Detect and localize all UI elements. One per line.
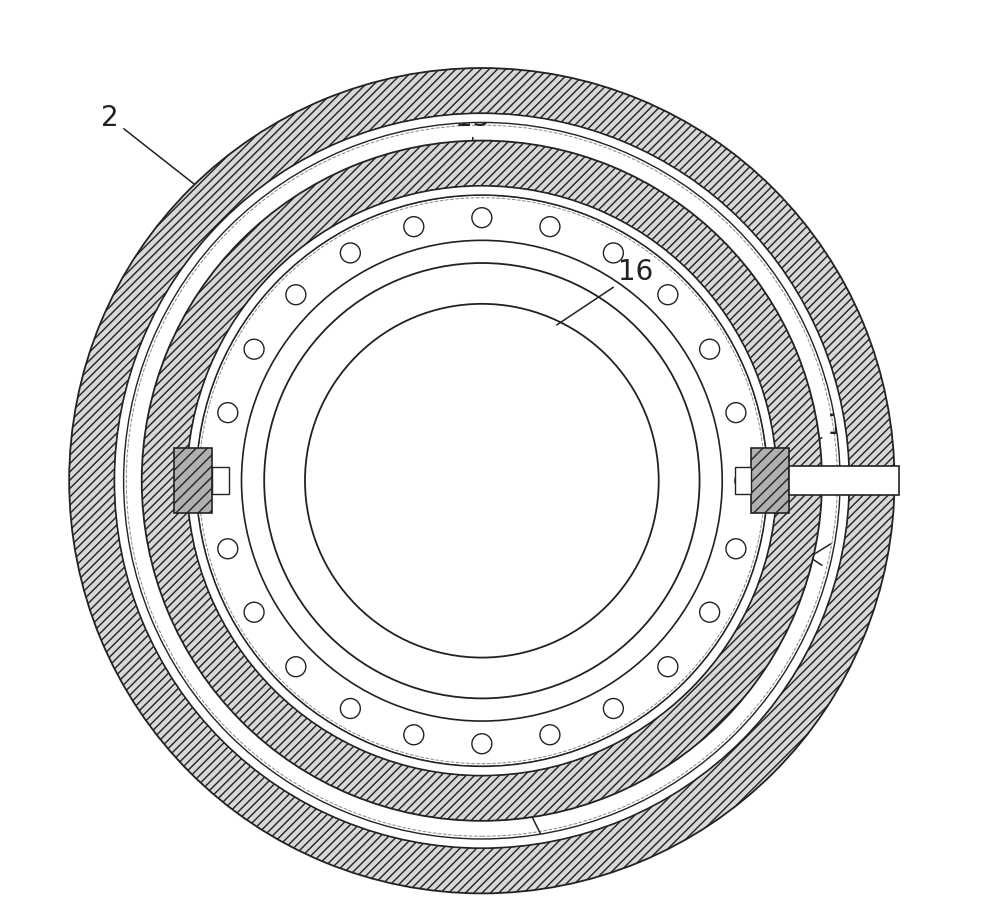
Text: 13: 13 <box>528 810 572 875</box>
Circle shape <box>658 285 678 305</box>
Bar <box>751 448 789 513</box>
Circle shape <box>218 539 238 559</box>
Wedge shape <box>187 186 777 775</box>
Text: 1: 1 <box>774 522 853 579</box>
Circle shape <box>700 602 720 622</box>
Wedge shape <box>115 113 849 848</box>
Circle shape <box>404 725 424 745</box>
Circle shape <box>209 471 229 491</box>
Text: 15: 15 <box>455 104 490 179</box>
Bar <box>735 467 751 494</box>
Bar <box>174 448 212 513</box>
Circle shape <box>305 304 659 658</box>
Text: 16: 16 <box>557 258 654 325</box>
Circle shape <box>540 725 560 745</box>
Circle shape <box>726 403 746 423</box>
Bar <box>789 466 899 495</box>
Circle shape <box>340 698 360 718</box>
Circle shape <box>286 657 306 677</box>
Text: 14: 14 <box>765 528 862 594</box>
Circle shape <box>218 403 238 423</box>
Bar <box>212 467 229 494</box>
Circle shape <box>472 734 492 754</box>
Circle shape <box>540 217 560 237</box>
Circle shape <box>603 698 623 718</box>
Circle shape <box>472 208 492 228</box>
Text: 17: 17 <box>793 413 862 453</box>
Circle shape <box>286 285 306 305</box>
Circle shape <box>340 243 360 263</box>
Circle shape <box>726 539 746 559</box>
Wedge shape <box>69 68 895 893</box>
Circle shape <box>244 339 264 359</box>
Circle shape <box>700 339 720 359</box>
Circle shape <box>244 602 264 622</box>
Circle shape <box>658 657 678 677</box>
Wedge shape <box>196 195 768 766</box>
Wedge shape <box>142 141 822 821</box>
Circle shape <box>603 243 623 263</box>
Text: 2: 2 <box>101 104 235 216</box>
Circle shape <box>735 471 755 491</box>
Circle shape <box>404 217 424 237</box>
